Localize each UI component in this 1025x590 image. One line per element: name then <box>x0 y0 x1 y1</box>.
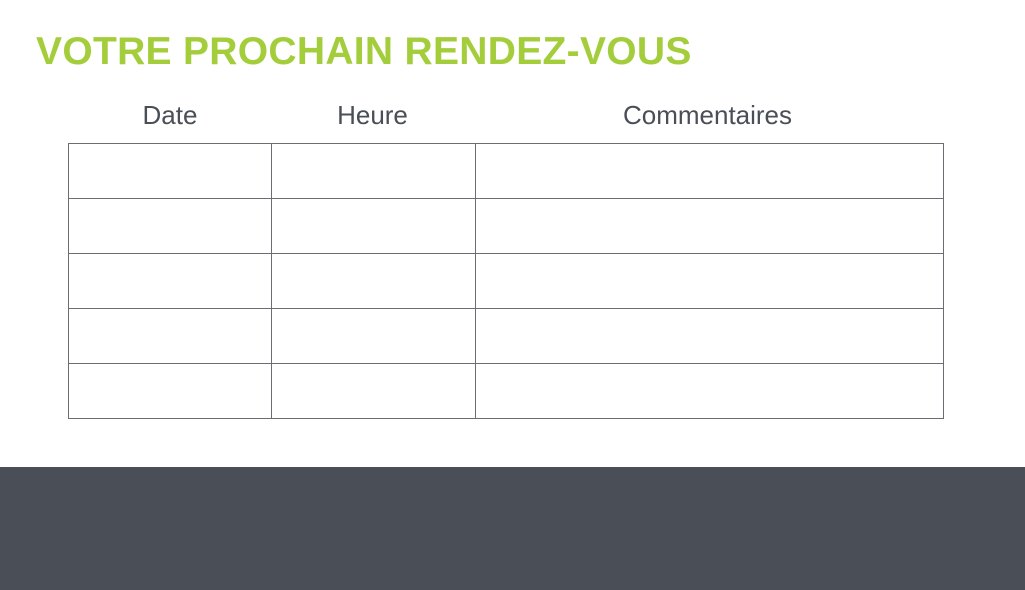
table-cell[interactable] <box>475 308 944 364</box>
column-header-commentaires: Commentaires <box>622 100 793 130</box>
table-cell[interactable] <box>68 308 272 364</box>
table-cell[interactable] <box>271 253 476 309</box>
table-row <box>68 363 944 419</box>
table-row <box>68 253 944 309</box>
table-cell[interactable] <box>271 143 476 199</box>
table-row <box>68 143 944 199</box>
table-cell[interactable] <box>475 198 944 254</box>
table-cell[interactable] <box>68 198 272 254</box>
column-header-date: Date <box>142 100 198 130</box>
table-cell[interactable] <box>68 253 272 309</box>
table-row <box>68 308 944 364</box>
table-cell[interactable] <box>271 363 476 419</box>
table-cell[interactable] <box>271 198 476 254</box>
appointment-table <box>68 143 944 419</box>
page-title: VOTRE PROCHAIN RENDEZ-VOUS <box>36 30 692 73</box>
table-cell[interactable] <box>68 363 272 419</box>
table-cell[interactable] <box>271 308 476 364</box>
footer-band <box>0 467 1025 590</box>
table-cell[interactable] <box>475 363 944 419</box>
table-cell[interactable] <box>475 143 944 199</box>
table-row <box>68 198 944 254</box>
column-header-heure: Heure <box>337 100 408 130</box>
table-cell[interactable] <box>68 143 272 199</box>
table-cell[interactable] <box>475 253 944 309</box>
